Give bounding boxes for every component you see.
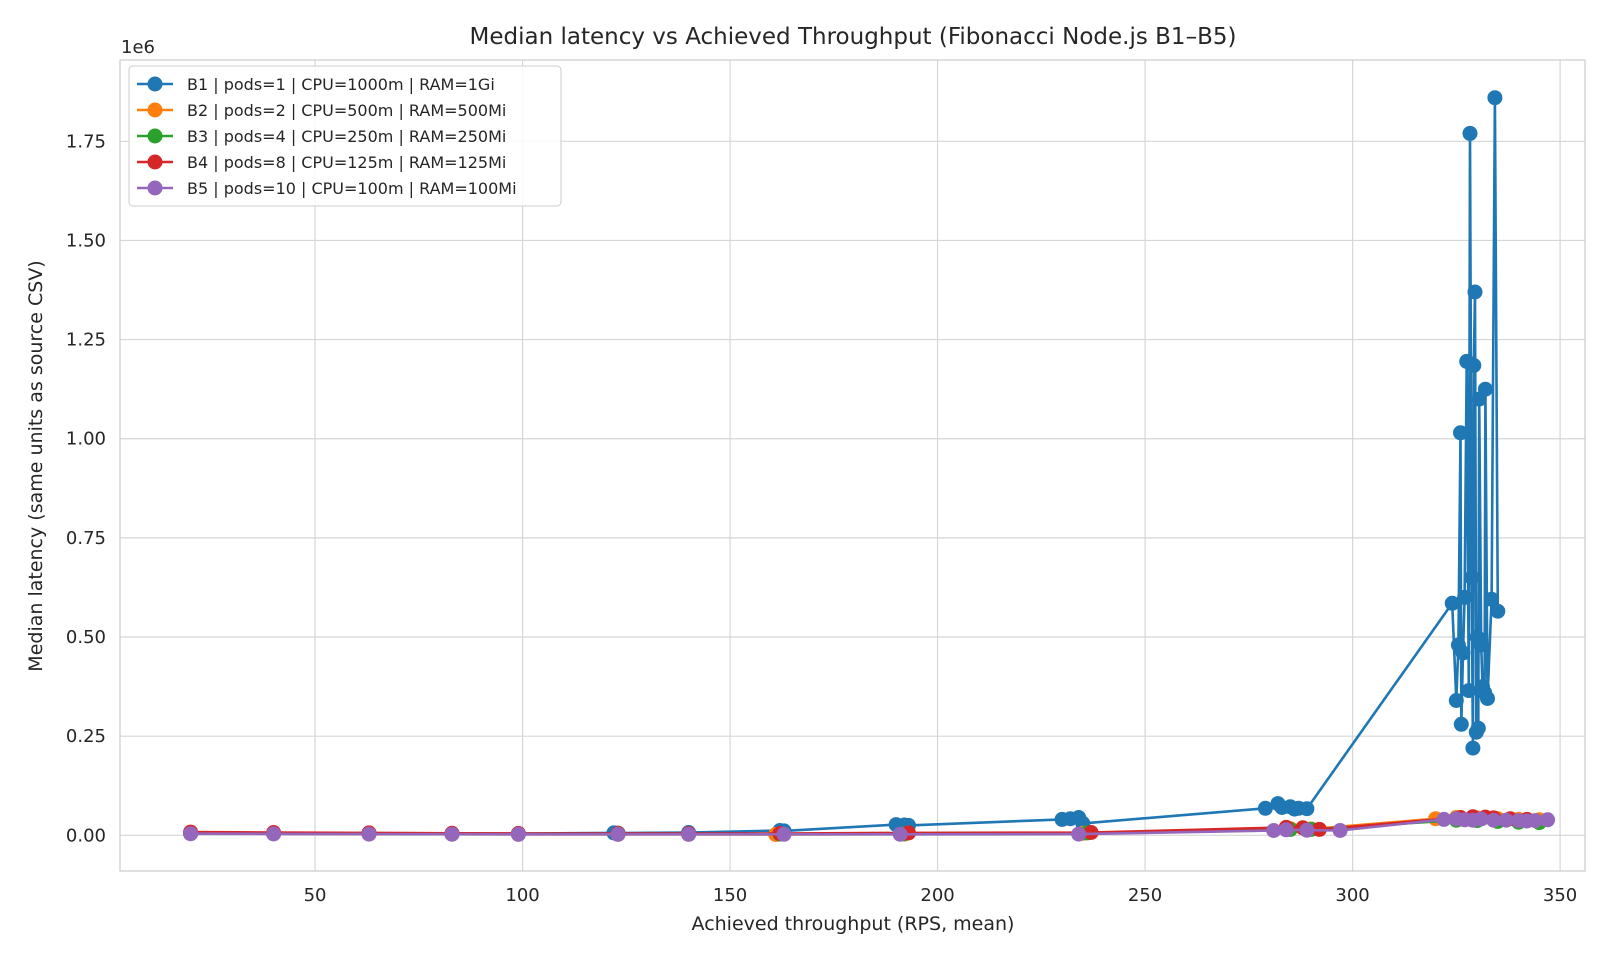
- data-point: [1467, 284, 1483, 300]
- data-point: [1498, 812, 1514, 828]
- y-tick-label: 1.50: [66, 230, 106, 251]
- legend-marker: [147, 76, 163, 92]
- y-tick-label: 0.50: [66, 627, 106, 648]
- legend-item: B2 | pods=2 | CPU=500m | RAM=500Mi: [137, 101, 506, 120]
- data-point: [1461, 683, 1477, 699]
- data-point: [681, 826, 697, 842]
- data-point: [1490, 603, 1506, 619]
- legend-marker: [147, 102, 163, 118]
- legend-label: B2 | pods=2 | CPU=500m | RAM=500Mi: [187, 101, 506, 120]
- data-point: [1257, 800, 1273, 816]
- data-point: [1453, 425, 1468, 441]
- data-point: [1484, 591, 1500, 607]
- data-point: [1470, 720, 1486, 736]
- data-point: [1071, 826, 1087, 842]
- data-point: [1436, 811, 1452, 827]
- legend-item: B1 | pods=1 | CPU=1000m | RAM=1Gi: [137, 75, 495, 94]
- data-point: [1473, 637, 1489, 653]
- x-tick-label: 150: [713, 885, 747, 906]
- legend-item: B3 | pods=4 | CPU=250m | RAM=250Mi: [137, 127, 506, 146]
- plot-frame: [119, 59, 1586, 872]
- y-tick-label: 0.25: [66, 726, 106, 747]
- data-point: [1487, 90, 1503, 106]
- data-point: [1457, 589, 1473, 605]
- series-layer: [183, 90, 1556, 842]
- y-tick-label: 0.75: [66, 528, 106, 549]
- y-tick-label: 1.25: [66, 330, 106, 351]
- y-offset-label: 1e6: [121, 37, 155, 58]
- data-point: [1466, 357, 1482, 373]
- x-axis-label: Achieved throughput (RPS, mean): [692, 913, 1015, 935]
- data-point: [444, 826, 460, 842]
- y-tick-label: 1.75: [66, 131, 106, 152]
- legend-box: [128, 65, 562, 207]
- x-tick-label: 50: [304, 885, 327, 906]
- x-tick-label: 250: [1128, 885, 1162, 906]
- legend-marker: [147, 154, 163, 170]
- y-tick-label: 1.00: [66, 429, 106, 450]
- data-point: [1473, 811, 1489, 827]
- data-point: [1083, 825, 1099, 840]
- series-5: [183, 811, 1556, 842]
- data-point: [1540, 812, 1556, 828]
- data-point: [266, 826, 282, 842]
- legend-label: B1 | pods=1 | CPU=1000m | RAM=1Gi: [187, 75, 495, 94]
- legend: B1 | pods=1 | CPU=1000m | RAM=1Gi B2 | po…: [128, 65, 562, 207]
- legend-marker: [147, 128, 163, 144]
- data-point: [1477, 381, 1493, 397]
- y-tick-labels: 0.00 0.25 0.50 0.75 1.00 1.25 1.50 1.75: [66, 131, 106, 846]
- data-point: [1453, 716, 1469, 732]
- data-point: [1465, 740, 1481, 756]
- data-point: [776, 826, 792, 842]
- data-point: [510, 826, 526, 842]
- legend-label: B5 | pods=10 | CPU=100m | RAM=100Mi: [187, 179, 517, 198]
- x-tick-label: 200: [920, 885, 954, 906]
- data-point: [1464, 570, 1480, 585]
- y-tick-label: 0.00: [66, 825, 106, 846]
- data-point: [1486, 812, 1502, 828]
- legend-label: B3 | pods=4 | CPU=250m | RAM=250Mi: [187, 127, 506, 146]
- data-point: [1448, 693, 1464, 708]
- data-point: [1278, 822, 1294, 838]
- chart-title: Median latency vs Achieved Throughput (F…: [470, 24, 1237, 50]
- data-point: [1444, 595, 1460, 611]
- x-tick-labels: 50 100 150 200 250 300 350: [304, 885, 1578, 906]
- legend-item: B4 | pods=8 | CPU=125m | RAM=125Mi: [137, 153, 506, 172]
- legend-item: B5 | pods=10 | CPU=100m | RAM=100Mi: [137, 179, 517, 198]
- y-axis-label: Median latency (same units as source CSV…: [25, 260, 47, 671]
- data-point: [1455, 645, 1471, 661]
- legend-marker: [147, 180, 163, 196]
- data-point: [1480, 691, 1495, 706]
- data-point: [1332, 823, 1348, 838]
- data-point: [1299, 822, 1315, 838]
- data-point: [892, 826, 908, 842]
- data-point: [1527, 813, 1543, 829]
- data-point: [1462, 125, 1478, 141]
- data-point: [183, 826, 199, 842]
- x-tick-label: 350: [1543, 885, 1577, 906]
- data-point: [610, 826, 626, 842]
- legend-label: B4 | pods=8 | CPU=125m | RAM=125Mi: [187, 153, 506, 172]
- x-tick-label: 100: [505, 885, 539, 906]
- data-point: [361, 826, 377, 842]
- data-point: [1266, 823, 1282, 838]
- data-point: [1299, 801, 1315, 817]
- x-tick-label: 300: [1335, 885, 1369, 906]
